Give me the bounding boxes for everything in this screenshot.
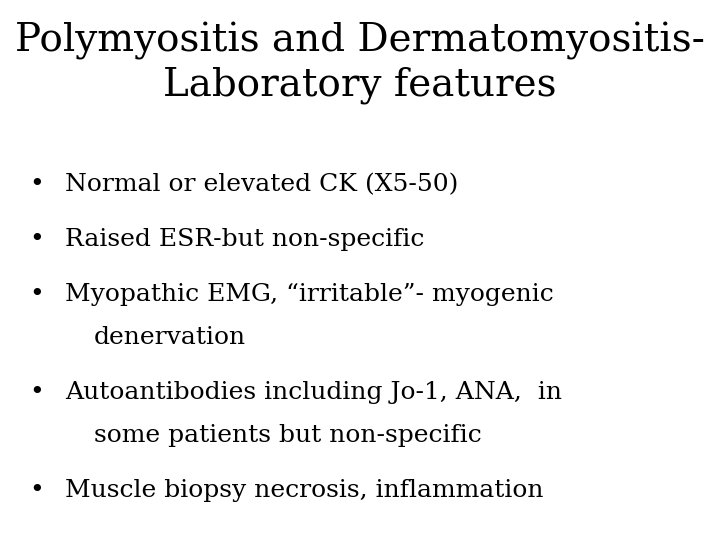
Text: •: • — [29, 284, 43, 306]
Text: •: • — [29, 479, 43, 502]
Text: Myopathic EMG, “irritable”- myogenic: Myopathic EMG, “irritable”- myogenic — [65, 284, 554, 306]
Text: Raised ESR-but non-specific: Raised ESR-but non-specific — [65, 228, 424, 251]
Text: Normal or elevated CK (X5-50): Normal or elevated CK (X5-50) — [65, 173, 458, 196]
Text: •: • — [29, 381, 43, 404]
Text: denervation: denervation — [94, 326, 246, 349]
Text: some patients but non-specific: some patients but non-specific — [94, 424, 482, 447]
Text: Autoantibodies including Jo-1, ANA,  in: Autoantibodies including Jo-1, ANA, in — [65, 381, 562, 404]
Text: Polymyositis and Dermatomyositis-
Laboratory features: Polymyositis and Dermatomyositis- Labora… — [15, 22, 705, 104]
Text: Muscle biopsy necrosis, inflammation: Muscle biopsy necrosis, inflammation — [65, 479, 544, 502]
Text: •: • — [29, 173, 43, 196]
Text: •: • — [29, 228, 43, 251]
